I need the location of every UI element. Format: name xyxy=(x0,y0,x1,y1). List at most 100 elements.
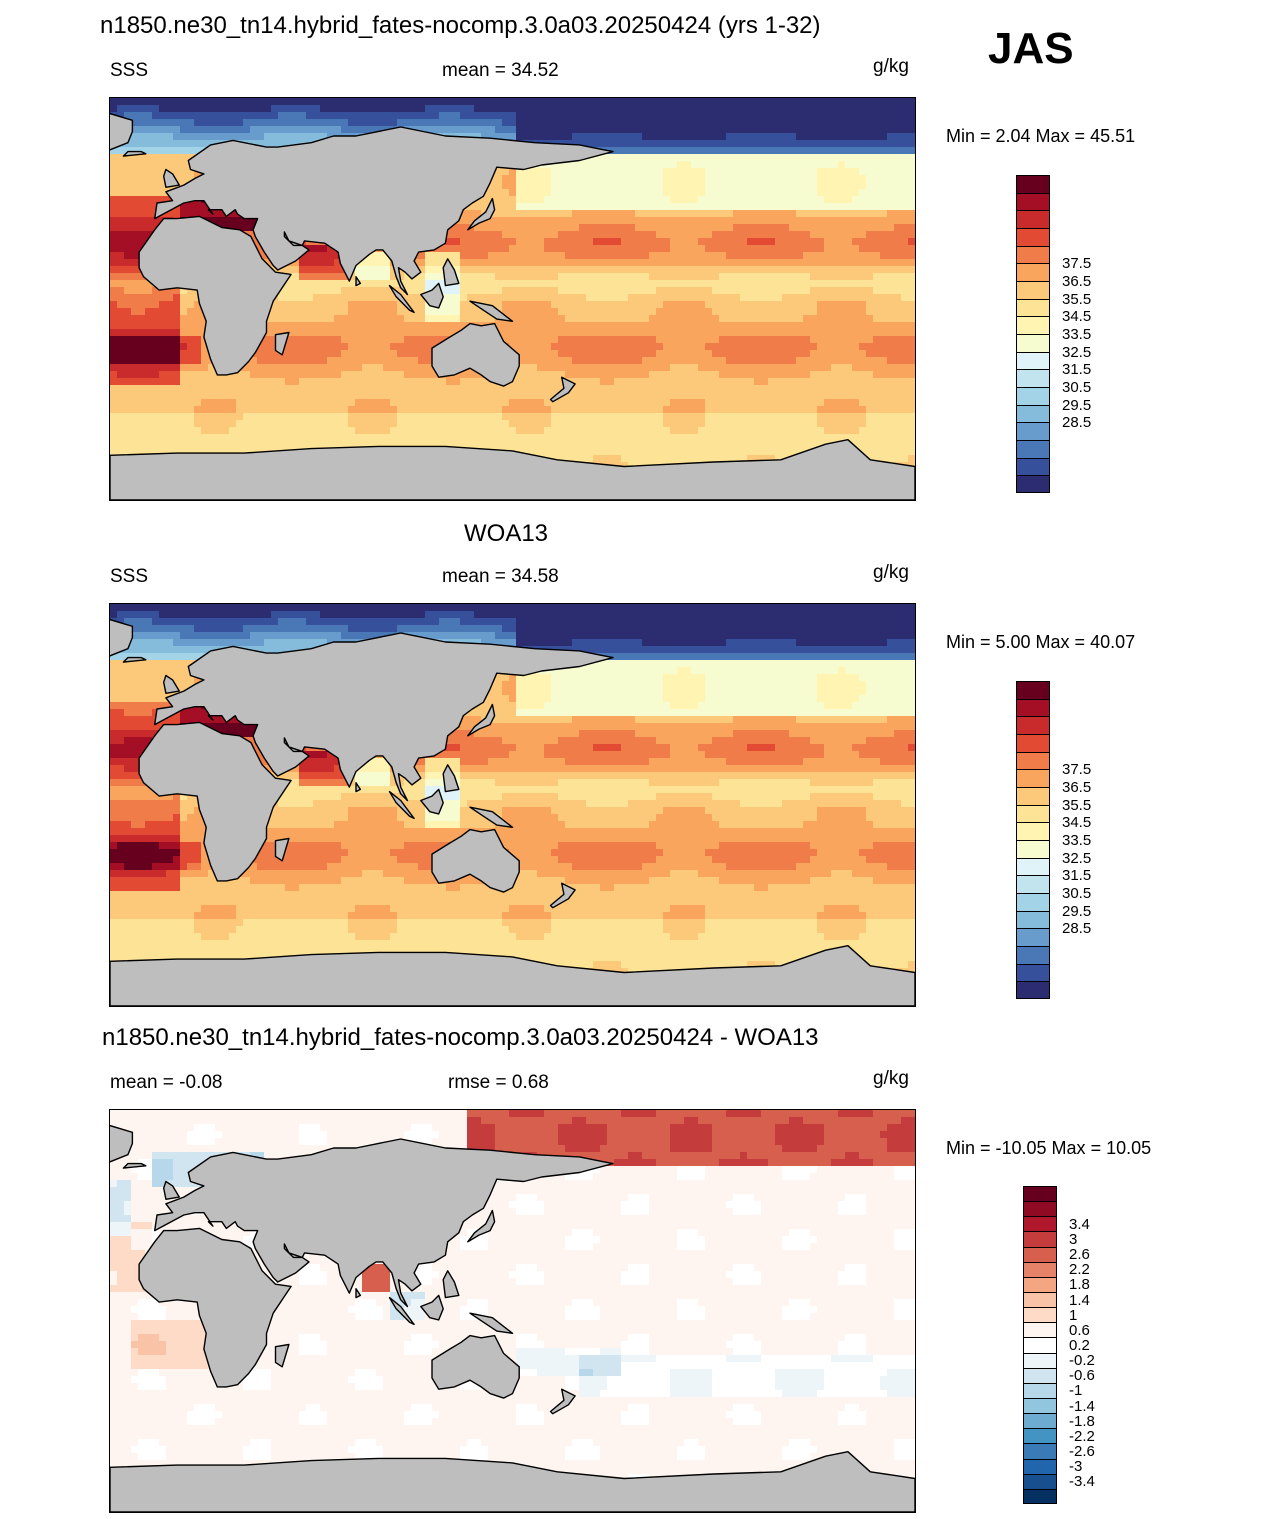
colorbar-tick-label: 35.5 xyxy=(1062,292,1091,307)
colorbar-tick-label: 36.5 xyxy=(1062,780,1091,795)
landmass-greenland xyxy=(110,112,134,151)
colorbar-tick-label: 30.5 xyxy=(1062,380,1091,395)
colorbar-tick-label: -2.2 xyxy=(1069,1429,1095,1444)
landmass-greenland xyxy=(110,618,134,657)
colorbar-swatch xyxy=(1023,1261,1057,1278)
colorbar-swatch xyxy=(1016,963,1050,982)
colorbar-swatch xyxy=(1016,281,1050,300)
colorbar-swatch xyxy=(1023,1352,1057,1369)
colorbar-tick-label: 3.4 xyxy=(1069,1217,1090,1232)
landmass-newGuinea xyxy=(469,300,514,323)
landmass-sriLanka xyxy=(355,275,362,287)
colorbar-swatch xyxy=(1016,893,1050,912)
colorbar-swatch xyxy=(1023,1276,1057,1293)
landmass-japan xyxy=(467,703,496,737)
colorbar-swatch xyxy=(1016,457,1050,476)
colorbar-tick-label: 34.5 xyxy=(1062,815,1091,830)
colorbar-swatch xyxy=(1016,716,1050,735)
landmass-australia xyxy=(431,322,520,387)
colorbar-swatch xyxy=(1016,404,1050,423)
colorbar-tick-label: 29.5 xyxy=(1062,904,1091,919)
colorbar-tick-label: 28.5 xyxy=(1062,921,1091,936)
colorbar-tick-label: 33.5 xyxy=(1062,327,1091,342)
colorbar-swatch xyxy=(1016,369,1050,388)
landmass-eurasia xyxy=(154,1138,614,1308)
landmass-sriLanka xyxy=(355,1287,362,1299)
colorbar-tick-label: 3 xyxy=(1069,1232,1077,1247)
colorbar-swatch xyxy=(1023,1367,1057,1384)
colorbar-swatch xyxy=(1016,316,1050,335)
colorbar-tick-label: 35.5 xyxy=(1062,798,1091,813)
colorbar-swatch xyxy=(1016,910,1050,929)
salinity-field xyxy=(110,98,915,500)
colorbar-swatch xyxy=(1016,928,1050,947)
panel-left-label: SSS xyxy=(110,566,148,588)
landmass-japan xyxy=(467,197,496,231)
landmass-africa xyxy=(138,215,292,376)
landmass-arabiaGulf xyxy=(283,1243,304,1259)
landmass-eurasia xyxy=(154,126,614,296)
landmass-britain xyxy=(163,674,181,695)
colorbar-swatch xyxy=(1016,769,1050,788)
landmass-newZealand xyxy=(549,376,576,403)
panel-left-label: SSS xyxy=(110,60,148,82)
landmass-madagascar xyxy=(274,331,290,356)
landmass-borneo xyxy=(420,1294,444,1321)
colorbar-swatch xyxy=(1023,1473,1057,1490)
colorbar-swatch xyxy=(1023,1292,1057,1308)
colorbar-tick-label: 1.8 xyxy=(1069,1277,1090,1292)
colorbar-swatch xyxy=(1023,1231,1057,1248)
landmass-philippines xyxy=(442,258,460,287)
map-model xyxy=(109,97,916,501)
colorbar-swatch xyxy=(1016,175,1050,194)
landmass-borneo xyxy=(420,788,444,815)
colorbar-tick-label: 28.5 xyxy=(1062,415,1091,430)
colorbar-swatch xyxy=(1016,787,1050,806)
landmass-newGuinea xyxy=(469,1312,514,1335)
panel-title: n1850.ne30_tn14.hybrid_fates-nocomp.3.0a… xyxy=(102,1024,819,1052)
colorbar-swatch xyxy=(1023,1246,1057,1263)
colorbar-tick-label: 31.5 xyxy=(1062,362,1091,377)
colorbar-tick-label: -0.2 xyxy=(1069,1353,1095,1368)
panel-units: g/kg xyxy=(873,1068,909,1090)
colorbar-tick-label: 2.6 xyxy=(1069,1247,1090,1262)
colorbar-tick-label: 0.2 xyxy=(1069,1338,1090,1353)
landmass-africa xyxy=(138,1227,292,1388)
colorbar-swatch xyxy=(1016,946,1050,965)
colorbar: 37.5 36.5 35.5 34.5 33.5 32.5 31.5 30.5 29.5 28.5 xyxy=(1016,681,1096,1000)
colorbar-tick-label: 37.5 xyxy=(1062,762,1091,777)
colorbar-swatch xyxy=(1023,1307,1057,1323)
landmass-newZealand xyxy=(549,882,576,909)
colorbar-swatch xyxy=(1016,298,1050,317)
colorbar-tick-label: 2.2 xyxy=(1069,1262,1090,1277)
colorbar-swatch xyxy=(1016,804,1050,823)
colorbar-tick-label: 34.5 xyxy=(1062,309,1091,324)
colorbar-swatch xyxy=(1023,1201,1057,1217)
colorbar-tick-label: 29.5 xyxy=(1062,398,1091,413)
colorbar-swatch xyxy=(1016,681,1050,700)
colorbar-swatch xyxy=(1023,1458,1057,1475)
panel-title: n1850.ne30_tn14.hybrid_fates-nocomp.3.0a… xyxy=(100,12,821,40)
panel-mean-label: mean = 34.52 xyxy=(442,60,559,82)
landmass-britain xyxy=(163,168,181,189)
landmass-antarctica xyxy=(110,439,915,500)
landmass-borneo xyxy=(420,282,444,309)
landmass-eurasia xyxy=(154,632,614,802)
colorbar-swatch xyxy=(1023,1443,1057,1460)
landmass-britain xyxy=(163,1180,181,1201)
colorbar-tick-label: -0.6 xyxy=(1069,1368,1095,1383)
colorbar-swatch xyxy=(1023,1413,1057,1429)
landmass-arabiaGulf xyxy=(283,231,304,247)
landmass-philippines xyxy=(442,1270,460,1299)
colorbar-tick-label: -3.4 xyxy=(1069,1474,1095,1489)
colorbar-swatch xyxy=(1016,210,1050,229)
colorbar-swatch xyxy=(1016,857,1050,876)
colorbar-swatch xyxy=(1016,440,1050,459)
colorbar-swatch xyxy=(1023,1428,1057,1444)
panel-title: WOA13 xyxy=(464,520,548,548)
landmass-antarctica xyxy=(110,945,915,1006)
landmass-madagascar xyxy=(274,1343,290,1368)
map-obs xyxy=(109,603,916,1007)
landmass-madagascar xyxy=(274,837,290,862)
colorbar-tick-label: 0.6 xyxy=(1069,1323,1090,1338)
